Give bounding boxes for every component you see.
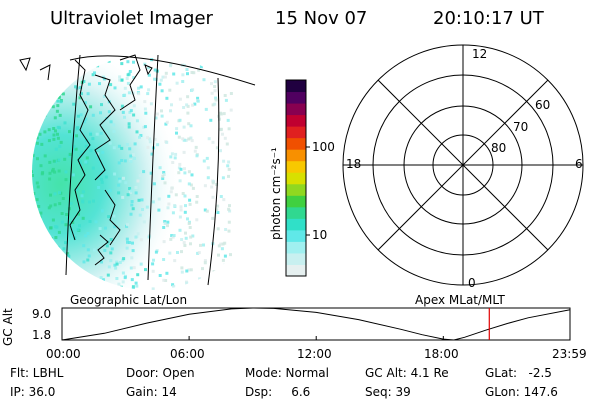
status-dsp: Dsp: 6.6 xyxy=(245,385,311,399)
apex-panel-label: Apex MLat/MLT xyxy=(415,293,505,307)
colorbar-band xyxy=(286,114,306,127)
status-gc-alt: GC Alt: 4.1 Re xyxy=(365,366,449,380)
lat-label-60: 60 xyxy=(535,98,551,112)
instrument-title: Ultraviolet Imager xyxy=(50,8,213,29)
date-label: 15 Nov 07 xyxy=(275,8,368,29)
polar-diagonal-2 xyxy=(377,79,549,251)
status-seq: Seq: 39 xyxy=(365,385,411,399)
colorbar-band xyxy=(286,149,306,162)
colorbar-band xyxy=(286,183,306,196)
colorbar-band xyxy=(286,195,306,208)
status-gain: Gain: 14 xyxy=(126,385,177,399)
colorbar-band xyxy=(286,218,306,231)
mlt-label-6: 6 xyxy=(575,157,583,171)
colorbar-band xyxy=(286,137,306,150)
geo-panel-label: Geographic Lat/Lon xyxy=(70,293,188,307)
colorbar-band xyxy=(286,252,306,265)
altitude-series-line xyxy=(61,307,571,341)
grid-lines xyxy=(65,54,256,286)
colorbar-band xyxy=(286,126,306,139)
altitude-xtick-2: 12:00 xyxy=(297,347,332,361)
altitude-ytick-min: 1.8 xyxy=(32,328,52,342)
colorbar-band xyxy=(286,80,306,93)
status-filter: Flt: LBHL xyxy=(10,366,64,380)
colorbar-band xyxy=(286,172,306,185)
lat-label-70: 70 xyxy=(513,120,529,134)
altitude-xtick-0: 00:00 xyxy=(46,347,81,361)
status-mode: Mode: Normal xyxy=(245,366,329,380)
altitude-ytick-max: 9.0 xyxy=(32,307,52,321)
colorbar-band xyxy=(286,103,306,116)
status-door: Door: Open xyxy=(126,366,195,380)
altitude-xtick-1: 06:00 xyxy=(170,347,205,361)
colorbar-band xyxy=(286,241,306,254)
coastlines xyxy=(19,54,153,266)
mlt-label-12: 12 xyxy=(472,47,488,61)
status-glat: GLat: -2.5 xyxy=(485,366,552,380)
colorbar-tick-100: 100 xyxy=(312,140,335,154)
status-ip: IP: 36.0 xyxy=(10,385,56,399)
colorbar-band xyxy=(286,206,306,219)
altitude-xtick-3: 18:00 xyxy=(424,347,459,361)
altitude-ylabel: GC Alt xyxy=(1,308,15,346)
mlt-label-18: 18 xyxy=(346,157,362,171)
mlt-label-0: 0 xyxy=(468,276,476,290)
colorbar-band xyxy=(286,160,306,173)
colorbar-band xyxy=(286,91,306,104)
status-glon: GLon: 147.6 xyxy=(485,385,558,399)
colorbar-band xyxy=(286,229,306,242)
lat-label-80: 80 xyxy=(491,141,507,155)
colorbar-band xyxy=(286,264,306,277)
altitude-xtick-4: 23:59 xyxy=(552,347,587,361)
time-label: 20:10:17 UT xyxy=(433,8,544,29)
colorbar-tick-10: 10 xyxy=(312,228,328,242)
